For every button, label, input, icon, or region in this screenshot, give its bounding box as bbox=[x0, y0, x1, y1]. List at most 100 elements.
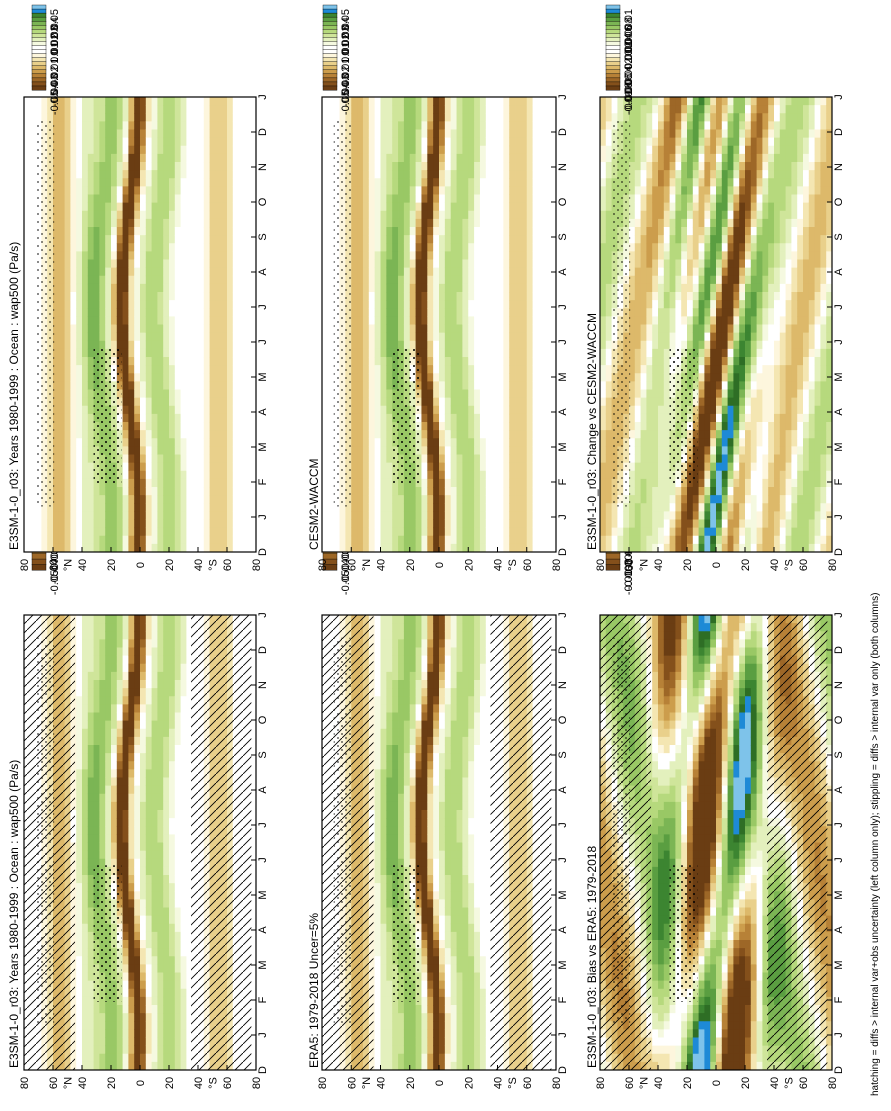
heatmap-cell bbox=[105, 696, 111, 705]
heatmap-cell bbox=[181, 211, 187, 220]
heatmap-cell bbox=[175, 373, 181, 382]
heatmap-cell bbox=[152, 130, 158, 139]
heatmap-cell bbox=[157, 639, 163, 648]
heatmap-cell bbox=[204, 178, 210, 187]
heatmap-cell bbox=[88, 357, 94, 366]
heatmap-cell bbox=[181, 688, 187, 697]
heatmap-cell bbox=[186, 520, 192, 529]
heatmap-cell bbox=[30, 195, 36, 204]
heatmap-cell bbox=[146, 130, 152, 139]
heatmap-cell bbox=[157, 162, 163, 171]
heatmap-cell bbox=[157, 843, 163, 852]
heatmap-cell bbox=[204, 446, 210, 455]
heatmap-cell bbox=[210, 463, 216, 472]
heatmap-cell bbox=[186, 146, 192, 155]
heatmap-cell bbox=[210, 520, 216, 529]
heatmap-cell bbox=[163, 891, 169, 900]
heatmap-cell bbox=[36, 97, 42, 106]
heatmap-cell bbox=[123, 325, 129, 334]
heatmap-cell bbox=[169, 778, 175, 787]
heatmap-cell bbox=[134, 810, 140, 819]
heatmap-cell bbox=[123, 154, 129, 163]
heatmap-cell bbox=[227, 536, 233, 545]
heatmap-cell bbox=[105, 631, 111, 640]
heatmap-cell bbox=[123, 843, 129, 852]
heatmap-cell bbox=[204, 471, 210, 480]
heatmap-cell bbox=[146, 810, 152, 819]
heatmap-cell bbox=[140, 446, 146, 455]
heatmap-cell bbox=[227, 300, 233, 309]
heatmap-cell bbox=[134, 1013, 140, 1022]
heatmap-cell bbox=[94, 316, 100, 325]
heatmap-cell bbox=[146, 948, 152, 957]
heatmap-cell bbox=[76, 398, 82, 407]
heatmap-cell bbox=[134, 704, 140, 713]
heatmap-cell bbox=[105, 615, 111, 624]
heatmap-cell bbox=[128, 664, 134, 673]
heatmap-cell bbox=[233, 178, 239, 187]
heatmap-cell bbox=[70, 446, 76, 455]
heatmap-cell bbox=[123, 696, 129, 705]
heatmap-cell bbox=[70, 178, 76, 187]
heatmap-cell bbox=[134, 1046, 140, 1055]
heatmap-cell bbox=[134, 989, 140, 998]
heatmap-cell bbox=[99, 778, 105, 787]
heatmap-cell bbox=[152, 463, 158, 472]
heatmap-cell bbox=[146, 989, 152, 998]
heatmap-cell bbox=[134, 997, 140, 1006]
heatmap-cell bbox=[70, 422, 76, 431]
heatmap-cell bbox=[117, 146, 123, 155]
heatmap-cell bbox=[99, 195, 105, 204]
heatmap-cell bbox=[24, 203, 30, 212]
heatmap-cell bbox=[169, 308, 175, 317]
heatmap-cell bbox=[186, 113, 192, 122]
heatmap-cell bbox=[140, 381, 146, 390]
heatmap-cell bbox=[30, 487, 36, 496]
heatmap-cell bbox=[24, 308, 30, 317]
heatmap-cell bbox=[181, 1029, 187, 1038]
heatmap-cell bbox=[82, 487, 88, 496]
heatmap-cell bbox=[111, 786, 117, 795]
heatmap-cell bbox=[146, 826, 152, 835]
heatmap-cell bbox=[123, 105, 129, 114]
heatmap-cell bbox=[157, 146, 163, 155]
heatmap-cell bbox=[82, 1046, 88, 1055]
heatmap-cell bbox=[140, 810, 146, 819]
heatmap-cell bbox=[94, 520, 100, 529]
heatmap-cell bbox=[192, 349, 198, 358]
heatmap-cell bbox=[169, 219, 175, 228]
heatmap-cell bbox=[105, 826, 111, 835]
heatmap-cell bbox=[244, 430, 250, 439]
heatmap-cell bbox=[105, 138, 111, 147]
heatmap-cell bbox=[186, 414, 192, 423]
heatmap-cell bbox=[221, 316, 227, 325]
heatmap-cell bbox=[99, 696, 105, 705]
heatmap-cell bbox=[215, 268, 221, 277]
heatmap-cell bbox=[76, 260, 82, 269]
heatmap-cell bbox=[146, 1062, 152, 1071]
heatmap-cell bbox=[134, 276, 140, 285]
heatmap-cell bbox=[146, 794, 152, 803]
heatmap-cell bbox=[157, 333, 163, 342]
heatmap-cell bbox=[239, 284, 245, 293]
heatmap-cell bbox=[94, 292, 100, 301]
heatmap-cell bbox=[128, 178, 134, 187]
heatmap-cell bbox=[117, 503, 123, 512]
heatmap-cell bbox=[244, 292, 250, 301]
heatmap-cell bbox=[244, 422, 250, 431]
heatmap-cell bbox=[169, 940, 175, 949]
heatmap-cell bbox=[123, 916, 129, 925]
heatmap-cell bbox=[82, 170, 88, 179]
heatmap-cell bbox=[233, 146, 239, 155]
colorbar-box bbox=[32, 9, 46, 13]
heatmap-cell bbox=[186, 536, 192, 545]
heatmap-cell bbox=[128, 520, 134, 529]
heatmap-cell bbox=[175, 276, 181, 285]
heatmap-cell bbox=[105, 623, 111, 632]
heatmap-cell bbox=[152, 981, 158, 990]
heatmap-cell bbox=[140, 948, 146, 957]
heatmap-cell bbox=[221, 414, 227, 423]
heatmap-cell bbox=[123, 203, 129, 212]
heatmap-cell bbox=[105, 211, 111, 220]
heatmap-cell bbox=[163, 656, 169, 665]
